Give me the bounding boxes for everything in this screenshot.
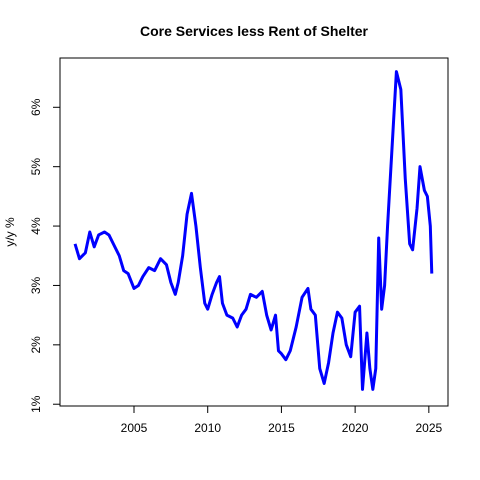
y-tick-label: 5% (29, 158, 43, 176)
y-tick-label: 2% (29, 336, 43, 354)
chart-title: Core Services less Rent of Shelter (140, 23, 369, 39)
y-axis-label: y/y % (3, 217, 17, 247)
data-line (73, 70, 434, 391)
x-tick-label: 2005 (121, 421, 148, 435)
x-tick-label: 2010 (194, 421, 221, 435)
y-tick-label: 3% (29, 276, 43, 294)
plot-box (59, 57, 449, 407)
y-tick-label: 4% (29, 217, 43, 235)
x-tick-label: 2025 (415, 421, 442, 435)
x-tick-label: 2020 (342, 421, 369, 435)
x-tick-label: 2015 (268, 421, 295, 435)
y-tick-label: 6% (29, 98, 43, 116)
y-tick-label: 1% (29, 395, 43, 413)
